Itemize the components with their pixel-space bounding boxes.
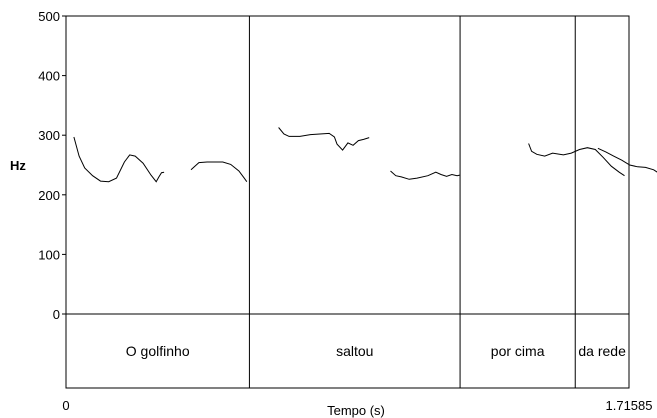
word-label-3: por cima bbox=[491, 343, 545, 359]
pitch-segment-1 bbox=[73, 136, 165, 183]
x-axis-label: Tempo (s) bbox=[327, 403, 385, 418]
pitch-contours bbox=[73, 127, 657, 183]
word-label-2: saltou bbox=[336, 343, 373, 359]
pitch-segment-6 bbox=[597, 147, 657, 173]
y-axis: 0 100 200 300 400 500 bbox=[38, 9, 66, 322]
y-tick-label-500: 500 bbox=[38, 9, 60, 24]
word-tier: O golfinho saltou por cima da rede bbox=[126, 16, 626, 388]
word-label-4: da rede bbox=[578, 343, 626, 359]
plot-frame bbox=[65, 15, 630, 389]
pitch-segment-5 bbox=[528, 143, 625, 177]
x-start-label: 0 bbox=[62, 398, 69, 413]
pitch-segment-4 bbox=[390, 170, 460, 180]
y-tick-label-100: 100 bbox=[38, 247, 60, 262]
y-tick-label-0: 0 bbox=[53, 307, 60, 322]
pitch-segment-2 bbox=[190, 161, 248, 182]
y-axis-label: Hz bbox=[10, 158, 26, 173]
word-label-1: O golfinho bbox=[126, 343, 190, 359]
y-tick-label-400: 400 bbox=[38, 69, 60, 84]
x-end-label: 1.71585 bbox=[606, 398, 653, 413]
y-tick-label-200: 200 bbox=[38, 188, 60, 203]
y-tick-label-300: 300 bbox=[38, 128, 60, 143]
pitch-segment-3 bbox=[278, 127, 370, 151]
